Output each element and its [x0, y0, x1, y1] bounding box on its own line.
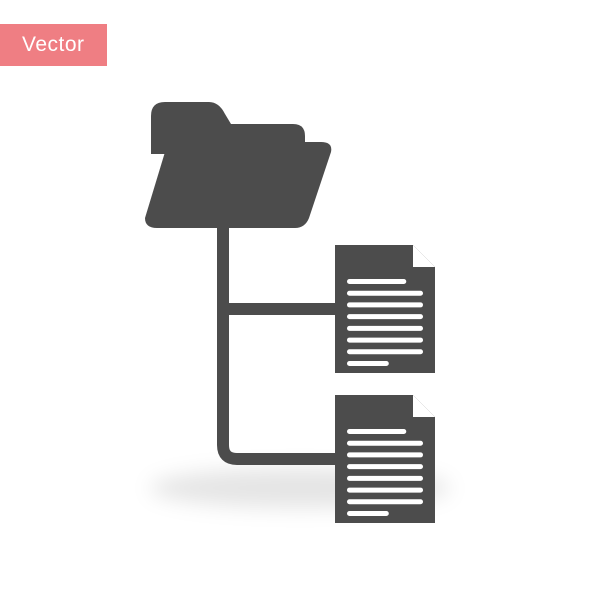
vector-badge: Vector	[0, 24, 107, 66]
folder-tree-icon	[145, 100, 455, 460]
vector-badge-label: Vector	[22, 33, 85, 56]
